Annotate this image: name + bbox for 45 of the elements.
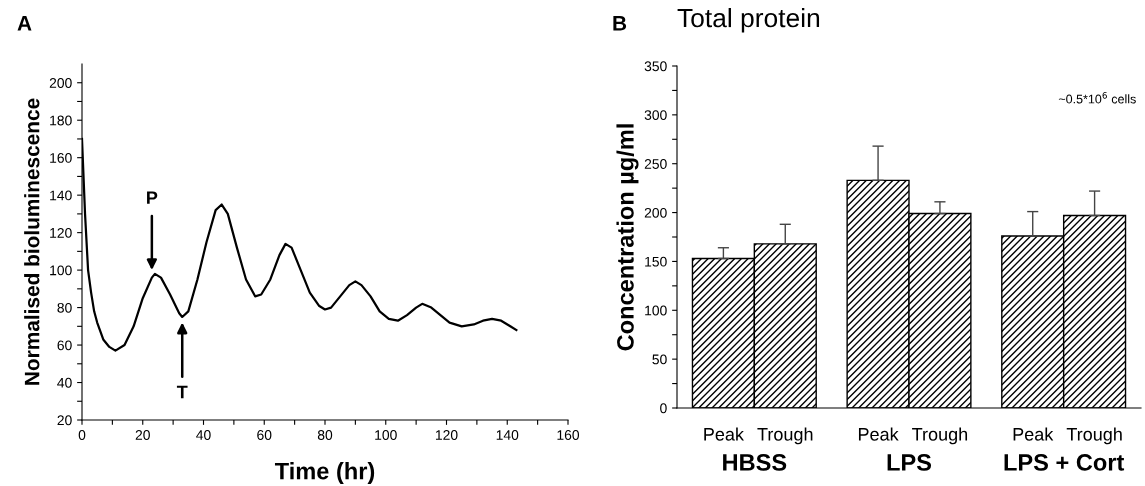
y-tick-label: 40 <box>57 377 72 388</box>
y-tick-label: 60 <box>57 340 72 351</box>
y-tick-label: 350 <box>644 61 667 72</box>
x-tick-label: LPS + Cort <box>1004 454 1125 471</box>
y-tick-label: 160 <box>50 153 72 163</box>
text: B <box>613 16 627 31</box>
y-tick-label: 100 <box>50 265 72 276</box>
y-tick-label: 80 <box>57 302 72 313</box>
x-tick-label: 80 <box>317 430 333 440</box>
annotation: T <box>176 385 188 399</box>
text: A <box>17 16 32 31</box>
series-label: Trough <box>757 427 813 445</box>
x-axis-title: Time (hr) <box>274 462 375 485</box>
chart-title: Total protein <box>677 7 820 33</box>
x-tick-label: 100 <box>375 430 397 440</box>
y-tick-label: 180 <box>50 115 72 126</box>
x-tick-label: HBSS <box>723 454 787 471</box>
y-tick-label: 300 <box>644 110 667 121</box>
y-tick-label: 140 <box>50 190 72 201</box>
annotation: ~0.5*10$^{6}$ cells <box>1058 92 1136 104</box>
text: Trough <box>1066 427 1122 445</box>
x-tick-label: 20 <box>135 430 150 440</box>
x-tick-label: 60 <box>257 430 272 440</box>
y-tick-label: 250 <box>644 159 667 169</box>
x-tick-label: LPS <box>887 454 932 471</box>
y-axis-title: Concentration µg/ml <box>616 124 639 351</box>
x-tick-label: 140 <box>496 430 519 440</box>
y-tick-label: 20 <box>57 415 72 426</box>
x-tick-label: 120 <box>435 430 458 440</box>
text: Peak <box>1013 427 1054 441</box>
y-tick-label: 100 <box>645 305 667 316</box>
x-tick-label: 0 <box>78 430 86 440</box>
y-tick-label: 200 <box>644 207 667 218</box>
y-axis-title: Normalised bioluminescence <box>24 98 40 385</box>
y-tick-label: 50 <box>652 354 667 365</box>
text: Trough <box>912 427 968 445</box>
x-tick-label: 40 <box>196 430 211 440</box>
text: Peak <box>858 427 899 441</box>
y-tick-label: 150 <box>645 256 667 267</box>
annotation: P <box>147 191 158 204</box>
y-tick-label: 200 <box>49 78 72 88</box>
x-tick-label: 160 <box>557 430 580 440</box>
y-tick-label: 120 <box>50 227 72 238</box>
y-tick-label: 0 <box>660 403 667 414</box>
series-label: Peak <box>704 427 744 441</box>
